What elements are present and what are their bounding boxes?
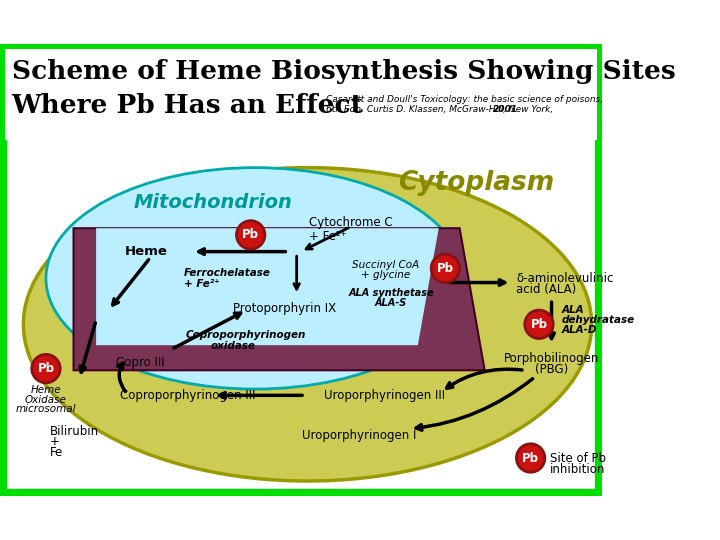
Ellipse shape [46, 167, 464, 389]
Text: ALA synthetase: ALA synthetase [348, 288, 434, 299]
Text: ALA-D: ALA-D [562, 325, 597, 335]
Text: acid (ALA): acid (ALA) [516, 282, 577, 295]
Text: Casarett and Doull's Toxicology: the basic science of poisons,: Casarett and Doull's Toxicology: the bas… [326, 94, 603, 104]
Circle shape [516, 444, 545, 472]
Text: Copro III: Copro III [116, 356, 165, 369]
Text: Heme: Heme [31, 386, 61, 395]
Text: Cytoplasm: Cytoplasm [398, 170, 554, 195]
Text: δ-aminolevulinic: δ-aminolevulinic [516, 272, 614, 285]
Ellipse shape [23, 167, 592, 481]
Text: ALA: ALA [562, 305, 584, 315]
Text: Coproporphyrinogen: Coproporphyrinogen [186, 330, 306, 340]
Text: ALA-S: ALA-S [375, 299, 408, 308]
Text: Pb: Pb [242, 228, 259, 241]
Text: Site of Pb: Site of Pb [550, 452, 606, 465]
Text: Coproporphyrinogen III: Coproporphyrinogen III [120, 389, 256, 402]
Text: Pb: Pb [437, 262, 454, 275]
Circle shape [431, 254, 459, 282]
Text: Fe: Fe [50, 447, 63, 460]
Text: inhibition: inhibition [550, 463, 606, 476]
Text: (PBG): (PBG) [535, 363, 568, 376]
FancyBboxPatch shape [5, 49, 597, 140]
Text: +: + [50, 435, 60, 448]
Text: Ferrochelatase: Ferrochelatase [184, 268, 271, 278]
Circle shape [525, 310, 553, 339]
Text: Where Pb Has an Effect: Where Pb Has an Effect [12, 93, 364, 118]
Text: Mitochondrion: Mitochondrion [134, 193, 292, 212]
Text: dehydratase: dehydratase [562, 315, 635, 325]
Text: microsomal: microsomal [16, 404, 76, 414]
Text: Oxidase: Oxidase [25, 395, 67, 404]
Text: + glycine: + glycine [361, 270, 410, 280]
Text: 6th Edn. Curtis D. Klassen, McGraw-Hill, New York,: 6th Edn. Curtis D. Klassen, McGraw-Hill,… [326, 105, 553, 114]
Text: Bilirubin: Bilirubin [50, 424, 99, 437]
Text: Porphobilinogen: Porphobilinogen [504, 352, 599, 365]
Text: Pb: Pb [531, 318, 547, 331]
Text: Heme: Heme [125, 245, 167, 258]
Text: 2001: 2001 [493, 105, 518, 114]
Text: Cytochrome C: Cytochrome C [309, 215, 393, 228]
Text: Pb: Pb [37, 362, 55, 375]
Text: Protoporphyrin IX: Protoporphyrin IX [233, 302, 336, 315]
Circle shape [32, 354, 60, 383]
Text: Pb: Pb [522, 451, 539, 464]
Text: Scheme of Heme Biosynthesis Showing Sites: Scheme of Heme Biosynthesis Showing Site… [12, 59, 675, 84]
Text: Uroporphyrinogen I: Uroporphyrinogen I [302, 429, 416, 442]
Text: Succinyl CoA: Succinyl CoA [353, 260, 420, 270]
Circle shape [236, 221, 265, 249]
FancyBboxPatch shape [2, 47, 599, 493]
Text: oxidase: oxidase [210, 341, 256, 351]
Text: Uroporphyrinogen III: Uroporphyrinogen III [324, 389, 445, 402]
Text: + Fe²⁺: + Fe²⁺ [184, 279, 220, 289]
Text: + Fe²⁺: + Fe²⁺ [309, 230, 347, 243]
Polygon shape [96, 228, 438, 345]
Polygon shape [73, 228, 485, 370]
